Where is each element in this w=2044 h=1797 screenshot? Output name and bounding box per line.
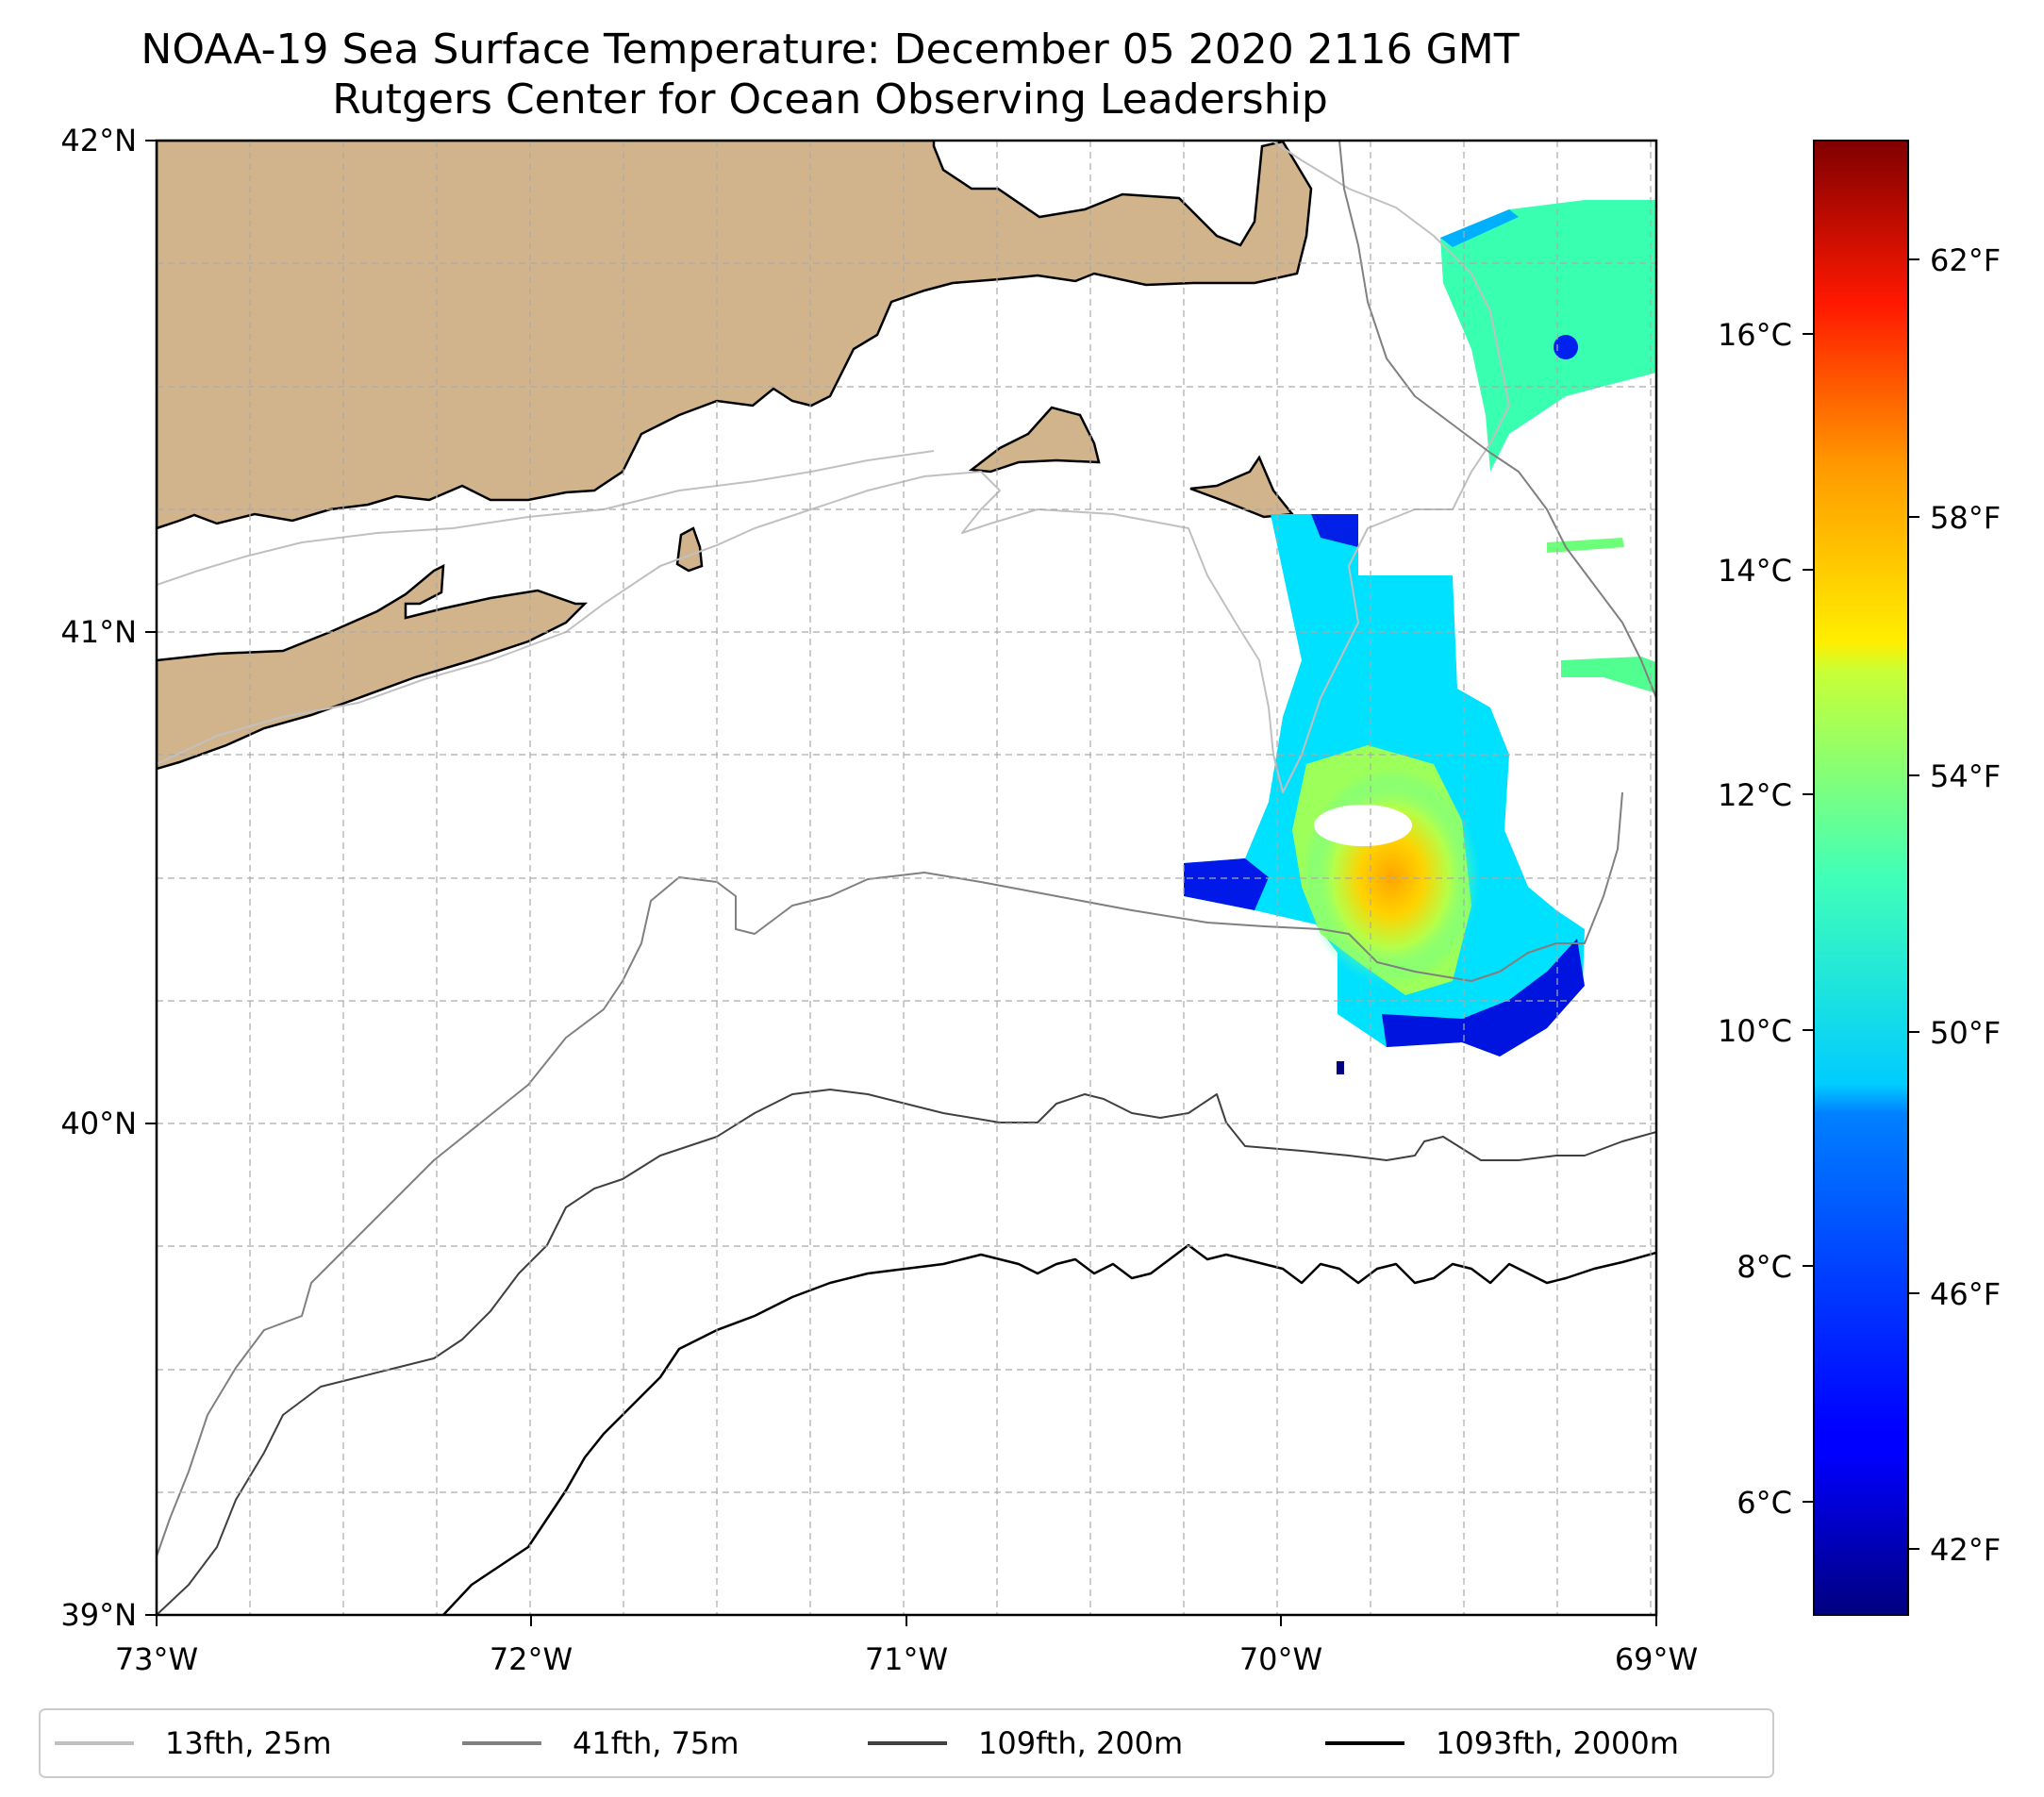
legend-item: 41fth, 75m <box>462 1725 739 1761</box>
map-title: NOAA-19 Sea Surface Temperature: Decembe… <box>141 25 1520 74</box>
lon-tick-label: 73°W <box>115 1641 198 1677</box>
colorbar-celsius-axis: 6°C 8°C 10°C 12°C 14°C 16°C <box>1718 317 1814 1521</box>
sst-swath-north-edge <box>1440 209 1519 247</box>
lon-tick-label: 72°W <box>490 1641 573 1677</box>
sst-swath <box>1184 200 1656 1074</box>
lat-axis: 42°N 41°N 40°N 39°N <box>60 123 157 1633</box>
colorbar-celsius-label: 14°C <box>1718 553 1792 589</box>
colorbar-fahrenheit-label: 62°F <box>1930 242 2001 278</box>
lon-tick-label: 70°W <box>1239 1641 1322 1677</box>
lon-axis: 73°W 72°W 71°W 70°W 69°W <box>115 1615 1698 1677</box>
map-subtitle: Rutgers Center for Ocean Observing Leade… <box>332 75 1328 124</box>
colorbar-celsius-label: 6°C <box>1737 1485 1792 1521</box>
colorbar-fahrenheit-axis: 42°F 46°F 50°F 54°F 58°F 62°F <box>1908 242 2001 1568</box>
sst-cloud-gap <box>1314 805 1412 846</box>
gridlines <box>157 141 1656 1615</box>
colorbar-celsius-label: 12°C <box>1718 777 1792 813</box>
land-long-island <box>157 563 589 771</box>
contour-75m <box>157 791 1623 1557</box>
sst-cold-edge-south <box>1382 939 1585 1057</box>
lat-tick-label: 39°N <box>60 1597 137 1633</box>
colorbar-celsius-label: 8°C <box>1737 1249 1792 1285</box>
colorbar-celsius-label: 16°C <box>1718 317 1792 353</box>
sst-cold-edge-north <box>1311 514 1358 547</box>
colorbar-fahrenheit-label: 46°F <box>1930 1276 2001 1312</box>
land-masses <box>157 141 1313 771</box>
lat-tick-label: 41°N <box>60 614 137 650</box>
contour-75m-north <box>1338 141 1656 699</box>
lat-tick-label: 40°N <box>60 1106 137 1141</box>
legend-item: 109fth, 200m <box>868 1725 1183 1761</box>
land-block-island <box>675 526 704 573</box>
sst-swath-north <box>1440 200 1656 472</box>
land-new-england <box>157 141 1313 530</box>
land-nantucket <box>1189 455 1295 519</box>
sst-warm-core <box>1302 769 1481 986</box>
colorbar-fahrenheit-label: 54°F <box>1930 758 2001 794</box>
lon-tick-label: 69°W <box>1615 1641 1698 1677</box>
contour-legend: 13fth, 25m 41fth, 75m 109fth, 200m 1093f… <box>39 1708 1774 1778</box>
land-marthas-vineyard <box>968 406 1101 474</box>
colorbar-gradient <box>1813 140 1909 1616</box>
contour-200m <box>157 1089 1656 1615</box>
colorbar-celsius-label: 10°C <box>1718 1013 1792 1049</box>
lon-tick-label: 71°W <box>865 1641 948 1677</box>
legend-label: 13fth, 25m <box>165 1725 331 1761</box>
sst-cold-edge-west <box>1184 858 1269 910</box>
colorbar-fahrenheit-label: 42°F <box>1930 1532 2001 1568</box>
contour-25m <box>157 141 1510 793</box>
legend-label: 41fth, 75m <box>573 1725 739 1761</box>
colorbar-fahrenheit-label: 58°F <box>1930 500 2001 536</box>
legend-label: 1093fth, 2000m <box>1436 1725 1679 1761</box>
colorbar: 6°C 8°C 10°C 12°C 14°C 16°C 42°F 46°F 50… <box>1718 140 2001 1616</box>
colorbar-fahrenheit-label: 50°F <box>1930 1015 2001 1051</box>
legend-label: 109fth, 200m <box>978 1725 1183 1761</box>
sst-patch-east <box>1561 657 1656 693</box>
lat-tick-label: 42°N <box>60 123 137 158</box>
sst-speck <box>1337 1061 1344 1074</box>
contour-2000m <box>442 1243 1656 1615</box>
legend-item: 1093fth, 2000m <box>1325 1725 1679 1761</box>
contour-25m-inner <box>157 450 935 586</box>
legend-item: 13fth, 25m <box>55 1725 331 1761</box>
sst-cold-spot <box>1554 335 1578 359</box>
